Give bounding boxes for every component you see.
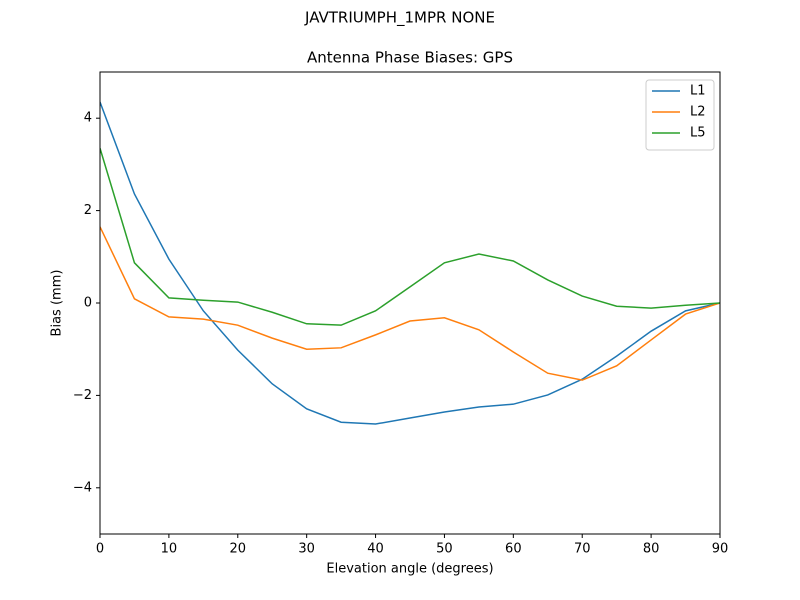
y-tick-label: −2 (73, 388, 92, 403)
suptitle: JAVTRIUMPH_1MPR NONE (304, 9, 495, 28)
data-line (100, 101, 720, 425)
x-tick-label: 0 (96, 542, 104, 557)
legend-label: L5 (690, 126, 706, 141)
x-tick-label: 90 (712, 542, 729, 557)
x-tick-label: 10 (161, 542, 178, 557)
legend-label: L1 (690, 84, 706, 99)
x-tick-label: 40 (367, 542, 384, 557)
plot-frame (99, 71, 721, 535)
y-tick-label: 2 (84, 203, 92, 218)
data-line (100, 148, 720, 326)
x-tick-label: 50 (436, 542, 453, 557)
chart-title: Antenna Phase Biases: GPS (307, 49, 513, 67)
x-tick-label: 80 (643, 542, 660, 557)
y-tick-label: 4 (84, 111, 92, 126)
data-line (100, 226, 720, 381)
y-tick-label: −4 (73, 480, 92, 495)
y-tick-label: 0 (84, 296, 92, 311)
x-tick-label: 30 (298, 542, 315, 557)
x-axis-label: Elevation angle (degrees) (326, 562, 493, 577)
x-tick-label: 70 (574, 542, 591, 557)
x-tick-label: 20 (230, 542, 247, 557)
legend-label: L2 (690, 105, 706, 120)
x-tick-label: 60 (505, 542, 522, 557)
y-axis-label: Bias (mm) (50, 270, 65, 337)
